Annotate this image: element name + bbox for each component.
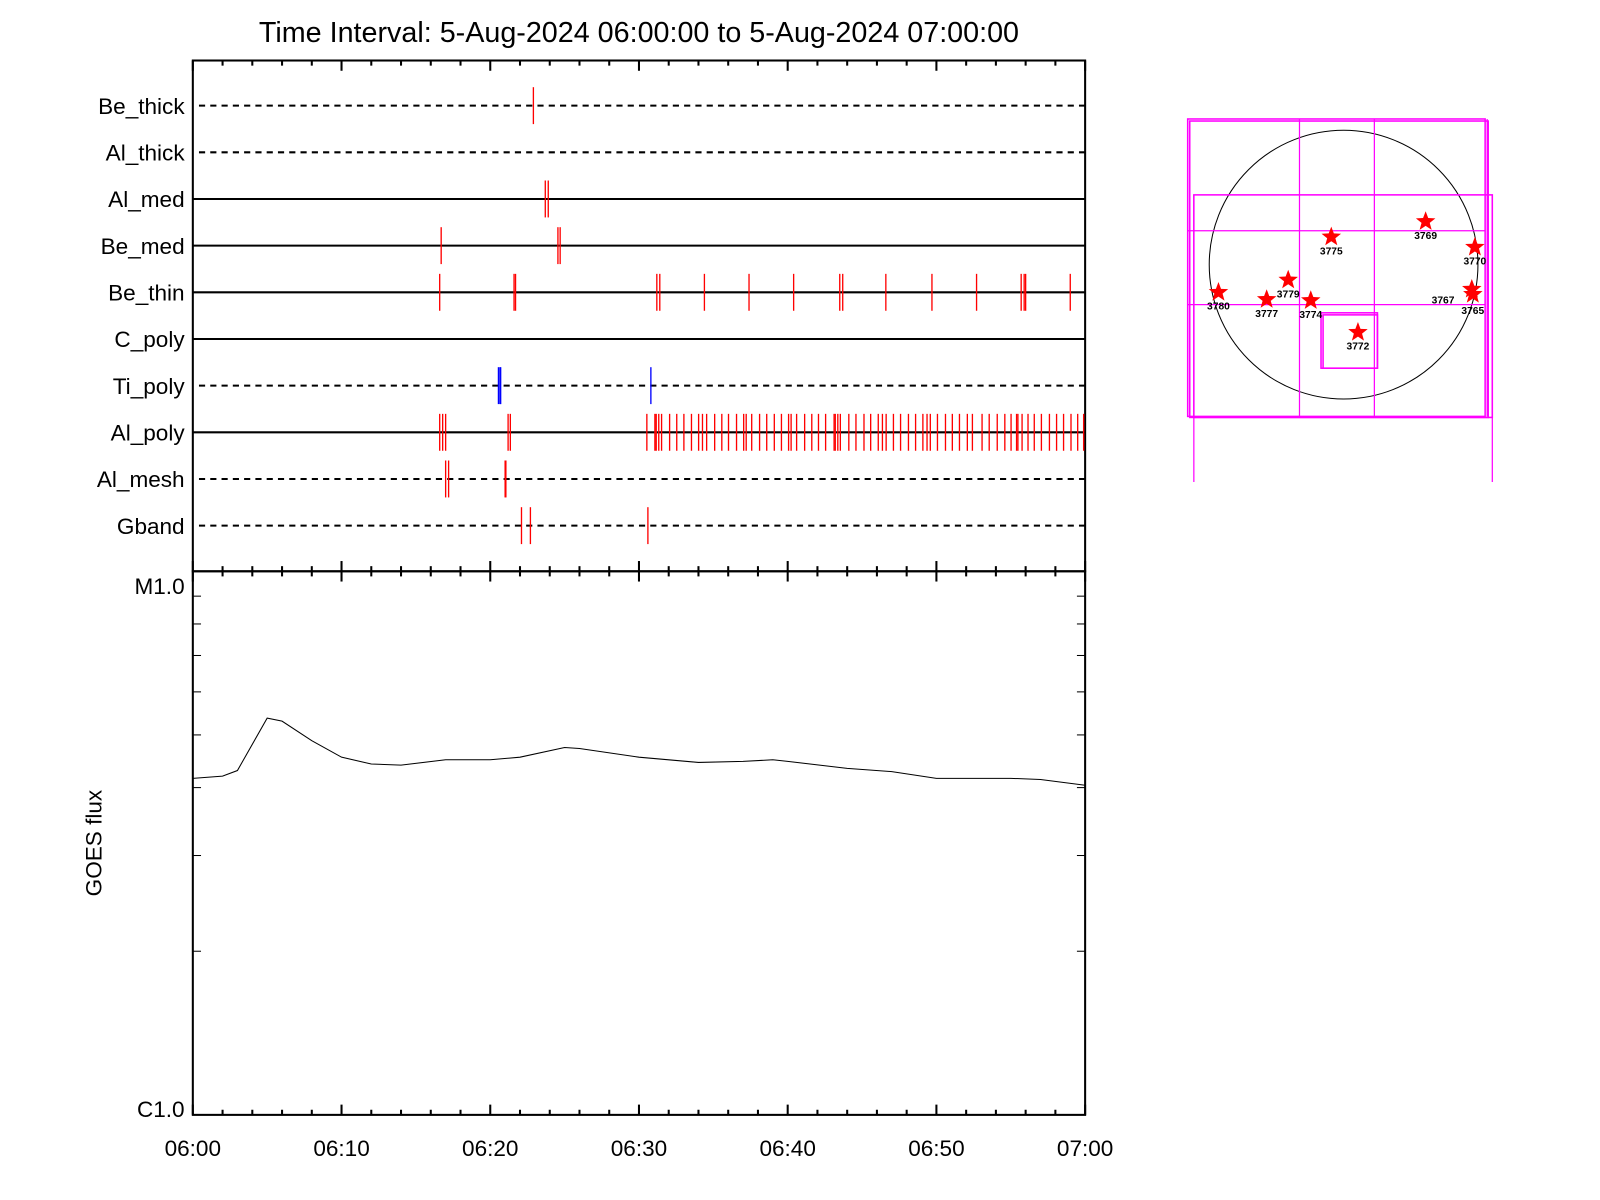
active-region-label: 3775 — [1320, 246, 1343, 257]
channel-label: Be_thin — [108, 281, 184, 306]
active-region-label: 3777 — [1255, 309, 1278, 320]
channel-label: Ti_poly — [113, 374, 186, 399]
goes-panel: C1.0 M1.0 06:00 06:10 06:20 06:30 06:40 06:50 07… — [134, 570, 1113, 1161]
x-tick-label: 06:30 — [611, 1136, 667, 1161]
y-axis-label: GOES flux — [82, 789, 107, 896]
active-region-label: 3779 — [1277, 289, 1300, 300]
active-region-label: 3780 — [1207, 302, 1230, 313]
x-tick-label: 06:10 — [313, 1136, 369, 1161]
channel-label: Al_thick — [106, 141, 186, 166]
active-region-label: 3770 — [1463, 257, 1486, 268]
active-region-label: 3774 — [1299, 310, 1322, 321]
active-region-star-icon — [1256, 289, 1277, 308]
goes-panel-frame — [191, 570, 1087, 1116]
fov-box — [1322, 314, 1379, 369]
active-region-star-icon — [1463, 284, 1483, 303]
x-tick-label: 06:00 — [165, 1136, 221, 1161]
channel-label: C_poly — [114, 327, 185, 352]
x-tick-label: 06:40 — [759, 1136, 815, 1161]
solar-limb — [1208, 129, 1479, 400]
fov-box — [1188, 120, 1489, 419]
x-tick-label: 06:50 — [908, 1136, 964, 1161]
y-tick-label: M1.0 — [134, 574, 184, 599]
active-region-star-icon — [1348, 322, 1368, 341]
channel-label: Al_med — [108, 187, 184, 212]
active-region-star-icon — [1278, 269, 1298, 289]
channel-label: Al_mesh — [97, 467, 185, 492]
event-panel: Be_thick Al_thick Al_med Be_med Be_thin C_pol… — [97, 59, 1087, 573]
active-region-star-icon — [1301, 290, 1321, 309]
channel-label: Al_poly — [111, 421, 186, 446]
y-tick-label: C1.0 — [137, 1097, 185, 1122]
active-region-star-icon — [1321, 226, 1342, 246]
sun-map: 3775 3769 3770 3779 3780 3777 3774 3772 3767 3765 — [1186, 118, 1494, 483]
active-region-label: 3765 — [1461, 306, 1484, 317]
channel-label: Gband — [117, 514, 185, 539]
active-region-star-icon — [1465, 236, 1485, 256]
event-panel-frame — [191, 59, 1087, 573]
chart-title: Time Interval: 5-Aug-2024 06:00:00 to 5-… — [259, 17, 1019, 49]
x-tick-label: 06:20 — [462, 1136, 518, 1161]
fov-box — [1186, 118, 1486, 418]
channel-label: Be_med — [101, 234, 185, 259]
fov-box — [1320, 312, 1379, 369]
active-region-star-icon — [1415, 211, 1436, 230]
channel-label: Be_thick — [98, 94, 185, 119]
x-tick-label: 07:00 — [1057, 1136, 1113, 1161]
goes-flux-line — [192, 717, 1086, 786]
active-region-label: 3772 — [1347, 342, 1370, 353]
active-region-label: 3767 — [1432, 296, 1455, 307]
active-region-star-icon — [1208, 282, 1229, 301]
active-region-label: 3769 — [1414, 231, 1437, 242]
